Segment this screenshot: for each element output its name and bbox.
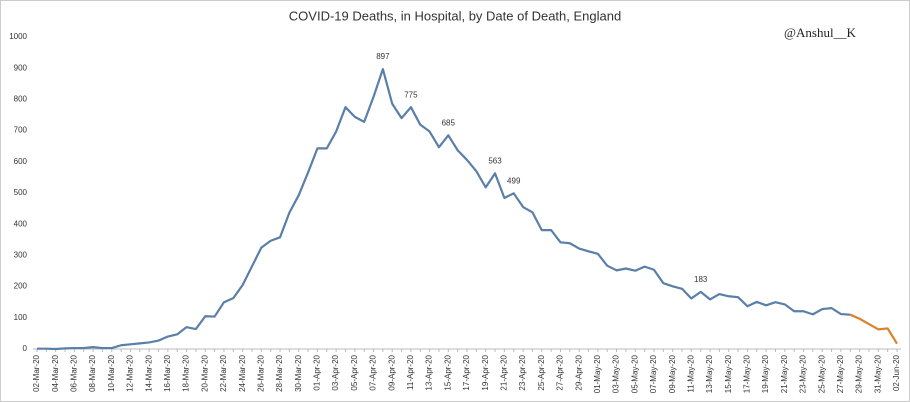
x-tick-label: 11-Apr-20: [406, 354, 415, 390]
chart-title: COVID-19 Deaths, in Hospital, by Date of…: [289, 8, 621, 23]
watermark: @Anshul__K: [784, 25, 857, 40]
x-tick-label: 29-Apr-20: [574, 354, 583, 390]
x-tick-label: 31-May-20: [873, 354, 882, 393]
x-tick-label: 23-May-20: [799, 354, 808, 393]
x-tick-label: 03-May-20: [612, 354, 621, 393]
data-label: 897: [376, 52, 390, 61]
x-tick-label: 10-Mar-20: [107, 354, 116, 391]
x-tick-label: 05-Apr-20: [350, 354, 359, 390]
x-tick-label: 27-Apr-20: [556, 354, 565, 390]
x-tick-label: 13-May-20: [705, 354, 714, 393]
x-tick-label: 21-Apr-20: [500, 354, 509, 390]
x-tick-label: 23-Apr-20: [518, 354, 527, 390]
x-tick-label: 07-May-20: [649, 354, 658, 393]
x-tick-label: 13-Apr-20: [425, 354, 434, 390]
x-tick-label: 25-Apr-20: [537, 354, 546, 390]
x-tick-label: 19-Apr-20: [481, 354, 490, 390]
x-tick-label: 30-Mar-20: [294, 354, 303, 391]
y-tick-label: 700: [14, 126, 28, 135]
x-tick-label: 29-May-20: [855, 354, 864, 393]
x-tick-label: 01-Apr-20: [313, 354, 322, 390]
data-label: 183: [694, 275, 708, 284]
data-label: 775: [404, 90, 418, 99]
x-tick-label: 03-Apr-20: [331, 354, 340, 390]
data-label: 499: [507, 176, 521, 185]
x-tick-label: 22-Mar-20: [219, 354, 228, 391]
x-tick-label: 16-Mar-20: [163, 354, 172, 391]
y-tick-label: 900: [14, 63, 28, 72]
x-tick-label: 04-Mar-20: [51, 354, 60, 391]
x-tick-label: 21-May-20: [780, 354, 789, 393]
x-tick-label: 01-May-20: [593, 354, 602, 393]
x-tick-label: 07-Apr-20: [369, 354, 378, 390]
x-tick-label: 06-Mar-20: [70, 354, 79, 391]
y-tick-label: 400: [14, 219, 28, 228]
series-line: [849, 313, 898, 345]
x-tick-label: 25-May-20: [817, 354, 826, 393]
x-tick-label: 08-Mar-20: [88, 354, 97, 391]
x-tick-label: 19-May-20: [761, 354, 770, 393]
x-tick-label: 02-Mar-20: [32, 354, 41, 391]
y-tick-label: 300: [14, 251, 28, 260]
x-tick-label: 09-May-20: [668, 354, 677, 393]
x-tick-label: 09-Apr-20: [387, 354, 396, 390]
x-tick-label: 05-May-20: [630, 354, 639, 393]
x-tick-label: 14-Mar-20: [144, 354, 153, 391]
y-tick-label: 1000: [9, 32, 27, 41]
y-tick-label: 500: [14, 188, 28, 197]
x-tick-label: 15-May-20: [724, 354, 733, 393]
x-tick-label: 17-Apr-20: [462, 354, 471, 390]
x-tick-label: 17-May-20: [743, 354, 752, 393]
data-label: 685: [442, 118, 456, 127]
x-tick-label: 02-Jun-20: [892, 354, 901, 391]
x-tick-label: 27-May-20: [836, 354, 845, 393]
x-tick-label: 11-May-20: [686, 354, 695, 392]
y-tick-label: 0: [23, 344, 28, 353]
x-tick-label: 18-Mar-20: [182, 354, 191, 391]
data-label: 563: [488, 156, 502, 165]
x-tick-label: 15-Apr-20: [443, 354, 452, 390]
y-tick-label: 200: [14, 282, 28, 291]
x-tick-label: 20-Mar-20: [200, 354, 209, 391]
y-tick-label: 600: [14, 157, 28, 166]
y-tick-label: 100: [14, 313, 28, 322]
y-tick-label: 800: [14, 95, 28, 104]
x-tick-label: 26-Mar-20: [256, 354, 265, 391]
x-tick-label: 28-Mar-20: [275, 354, 284, 391]
x-tick-label: 24-Mar-20: [238, 354, 247, 391]
series-line: [37, 68, 851, 351]
x-tick-label: 12-Mar-20: [126, 354, 135, 391]
